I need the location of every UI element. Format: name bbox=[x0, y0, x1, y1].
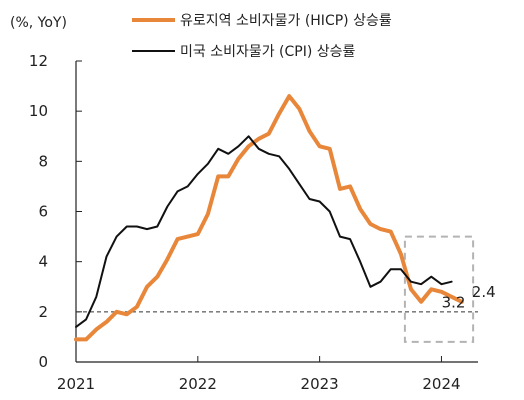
legend-label-hicp: 유로지역 소비자물가 (HICP) 상승률 bbox=[180, 13, 392, 29]
x-tick-label: 2023 bbox=[301, 375, 339, 393]
end-value-label-hicp: 2.4 bbox=[472, 283, 496, 301]
legend-label-cpi: 미국 소비자물가 (CPI) 상승률 bbox=[180, 44, 356, 60]
y-tick-label: 12 bbox=[29, 52, 48, 70]
y-tick-label: 2 bbox=[38, 303, 48, 321]
y-tick-label: 8 bbox=[38, 152, 48, 170]
highlight-box bbox=[403, 235, 475, 343]
x-tick-label: 2021 bbox=[57, 375, 95, 393]
plot-area: 0 2 4 6 8 10 12 2021 2022 2023 2024 3.2 2.4 bbox=[29, 52, 496, 393]
y-tick-label: 10 bbox=[29, 102, 48, 120]
y-tick-label: 0 bbox=[38, 353, 48, 371]
y-unit-label: (%, YoY) bbox=[10, 15, 67, 31]
series-line-cpi bbox=[75, 135, 453, 328]
y-tick-label: 4 bbox=[38, 253, 48, 271]
end-value-label-cpi: 3.2 bbox=[442, 294, 466, 312]
legend: 유로지역 소비자물가 (HICP) 상승률 미국 소비자물가 (CPI) 상승률 bbox=[132, 13, 392, 60]
x-tick-label: 2024 bbox=[422, 375, 460, 393]
series-line-hicp bbox=[74, 94, 464, 342]
x-tick-label: 2022 bbox=[179, 375, 217, 393]
y-tick-label: 6 bbox=[38, 203, 48, 221]
